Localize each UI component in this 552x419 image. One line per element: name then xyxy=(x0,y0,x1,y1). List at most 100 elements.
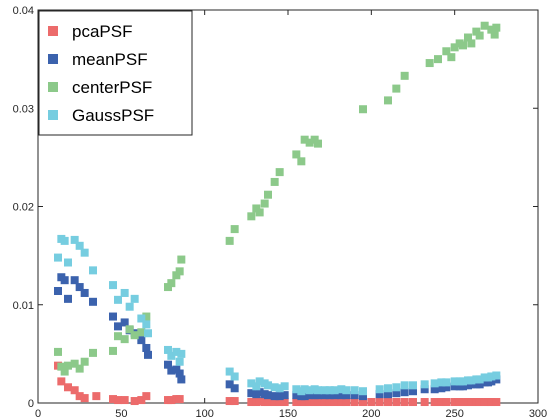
data-point xyxy=(320,391,329,400)
data-point xyxy=(442,378,451,387)
data-point xyxy=(487,25,496,34)
data-point xyxy=(54,347,62,356)
data-point xyxy=(420,380,429,389)
data-point xyxy=(164,360,172,369)
data-point xyxy=(142,343,151,352)
data-point xyxy=(60,236,69,245)
data-point xyxy=(450,43,459,52)
data-point xyxy=(89,297,97,306)
data-point xyxy=(480,21,489,30)
data-point xyxy=(384,384,392,393)
data-point xyxy=(475,398,484,407)
data-point xyxy=(330,398,339,407)
data-point xyxy=(225,397,234,406)
data-point xyxy=(342,391,351,400)
data-point xyxy=(60,367,69,376)
data-point xyxy=(225,236,234,245)
data-point xyxy=(114,332,122,341)
data-point xyxy=(120,335,129,344)
data-point xyxy=(300,392,309,401)
data-point xyxy=(175,369,184,378)
data-point xyxy=(475,380,484,389)
data-point xyxy=(459,382,467,391)
data-point xyxy=(230,372,239,381)
data-point xyxy=(409,398,417,407)
data-point xyxy=(400,398,409,407)
data-point xyxy=(359,398,367,407)
data-point xyxy=(225,367,234,376)
data-point xyxy=(164,345,172,354)
legend-swatch xyxy=(48,110,58,120)
data-point xyxy=(359,387,367,396)
data-point xyxy=(342,398,351,407)
series-GaussPSF xyxy=(54,234,501,396)
data-point xyxy=(430,385,439,394)
data-point xyxy=(437,398,446,407)
y-tick-label: 0.03 xyxy=(13,103,34,115)
data-point xyxy=(367,398,376,407)
data-point xyxy=(175,267,184,276)
x-tick-label: 0 xyxy=(35,408,41,419)
data-point xyxy=(434,55,442,64)
data-point xyxy=(247,398,256,407)
data-point xyxy=(230,384,239,393)
data-point xyxy=(314,386,322,395)
data-point xyxy=(400,388,409,397)
data-point xyxy=(384,398,392,407)
data-point xyxy=(142,320,151,329)
data-point xyxy=(275,392,284,401)
y-tick-label: 0 xyxy=(28,398,34,410)
data-point xyxy=(137,328,146,337)
data-point xyxy=(70,276,79,285)
data-point xyxy=(305,138,314,147)
data-point xyxy=(392,389,401,398)
legend-label: GaussPSF xyxy=(72,106,154,125)
data-point xyxy=(260,199,269,208)
data-point xyxy=(109,346,117,355)
data-point xyxy=(172,347,181,356)
data-point xyxy=(300,398,309,407)
data-point xyxy=(255,377,264,386)
data-point xyxy=(247,212,256,221)
data-point xyxy=(314,391,322,400)
data-point xyxy=(300,135,309,144)
data-point xyxy=(337,398,346,407)
data-point xyxy=(120,318,129,327)
data-point xyxy=(80,248,89,257)
data-point xyxy=(275,168,284,177)
data-point xyxy=(64,361,72,370)
data-point xyxy=(252,382,261,391)
data-point xyxy=(225,380,234,389)
legend-label: pcaPSF xyxy=(72,22,132,41)
data-point xyxy=(420,398,429,407)
data-point xyxy=(292,391,301,400)
data-point xyxy=(255,208,264,217)
data-point xyxy=(247,389,256,398)
data-point xyxy=(54,286,62,295)
data-point xyxy=(292,398,301,407)
x-tick-label: 300 xyxy=(529,408,547,419)
series-centerPSF xyxy=(54,21,501,376)
data-point xyxy=(350,391,359,400)
data-point xyxy=(314,139,322,148)
data-point xyxy=(120,288,129,297)
data-point xyxy=(177,375,186,384)
data-point xyxy=(337,391,346,400)
data-point xyxy=(467,376,476,385)
data-point xyxy=(442,383,451,392)
data-point xyxy=(490,30,499,39)
data-point xyxy=(54,253,62,262)
data-point xyxy=(409,381,417,390)
data-point xyxy=(325,398,334,407)
data-point xyxy=(130,294,139,303)
data-point xyxy=(270,383,279,392)
data-point xyxy=(475,375,484,384)
data-point xyxy=(325,386,334,395)
data-point xyxy=(320,386,329,395)
data-point xyxy=(447,53,456,62)
data-point xyxy=(80,357,89,366)
data-point xyxy=(492,371,501,380)
data-point xyxy=(120,396,129,405)
data-point xyxy=(350,386,359,395)
